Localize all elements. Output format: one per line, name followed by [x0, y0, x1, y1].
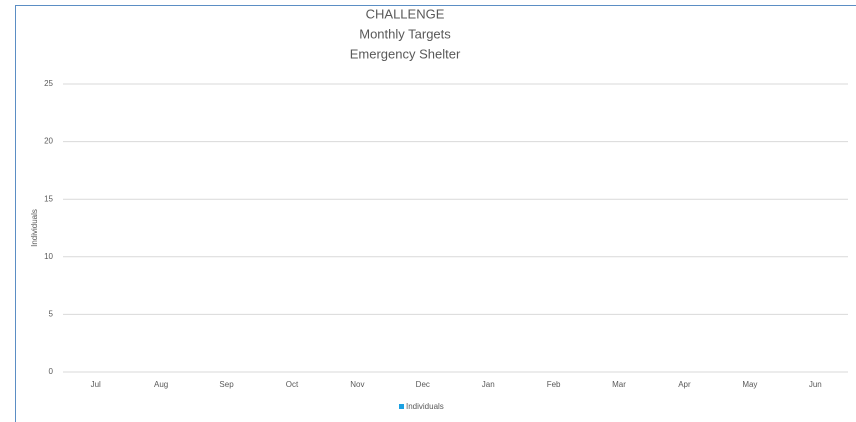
legend-label: Individuals	[406, 402, 444, 411]
chart-title: Emergency Shelter	[350, 46, 461, 61]
x-tick-label: Oct	[286, 380, 299, 389]
y-axis-label: Individuals	[30, 209, 39, 247]
legend-swatch	[399, 404, 404, 409]
x-tick-label: Mar	[612, 380, 626, 389]
x-tick-label: Jan	[482, 380, 495, 389]
x-tick-label: May	[742, 380, 757, 389]
chart-title: Monthly Targets	[359, 26, 451, 41]
y-tick-label: 25	[44, 79, 53, 88]
x-tick-label: Feb	[547, 380, 561, 389]
y-tick-label: 15	[44, 194, 53, 203]
x-tick-label: Jun	[809, 380, 822, 389]
x-tick-label: Apr	[678, 380, 691, 389]
x-tick-label: Jul	[91, 380, 101, 389]
chart-border	[15, 5, 856, 422]
chart-title: CHALLENGE	[366, 6, 445, 21]
y-tick-label: 0	[49, 367, 54, 376]
y-tick-label: 5	[49, 310, 54, 319]
x-tick-label: Sep	[219, 380, 234, 389]
y-tick-label: 10	[44, 252, 53, 261]
x-tick-label: Dec	[416, 380, 430, 389]
y-tick-label: 20	[44, 137, 53, 146]
x-tick-label: Nov	[350, 380, 364, 389]
x-tick-label: Aug	[154, 380, 168, 389]
